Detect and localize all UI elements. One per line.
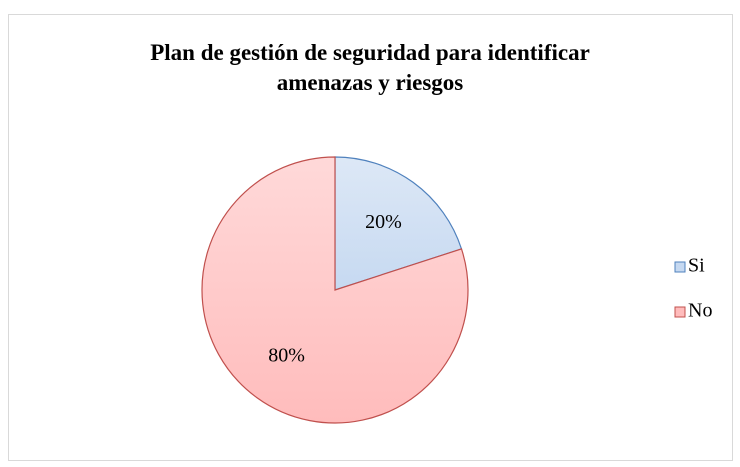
chart-frame [8, 14, 733, 461]
pie-slice [334, 156, 463, 291]
chart-title: Plan de gestión de seguridad para identi… [150, 40, 590, 95]
data-label: 80% [268, 344, 305, 366]
legend-label: No [688, 300, 712, 322]
pie-slice [201, 156, 469, 424]
legend-marker [674, 261, 686, 273]
legend-marker [674, 306, 686, 318]
data-label: 20% [365, 211, 402, 233]
legend-label: Si [688, 255, 705, 277]
